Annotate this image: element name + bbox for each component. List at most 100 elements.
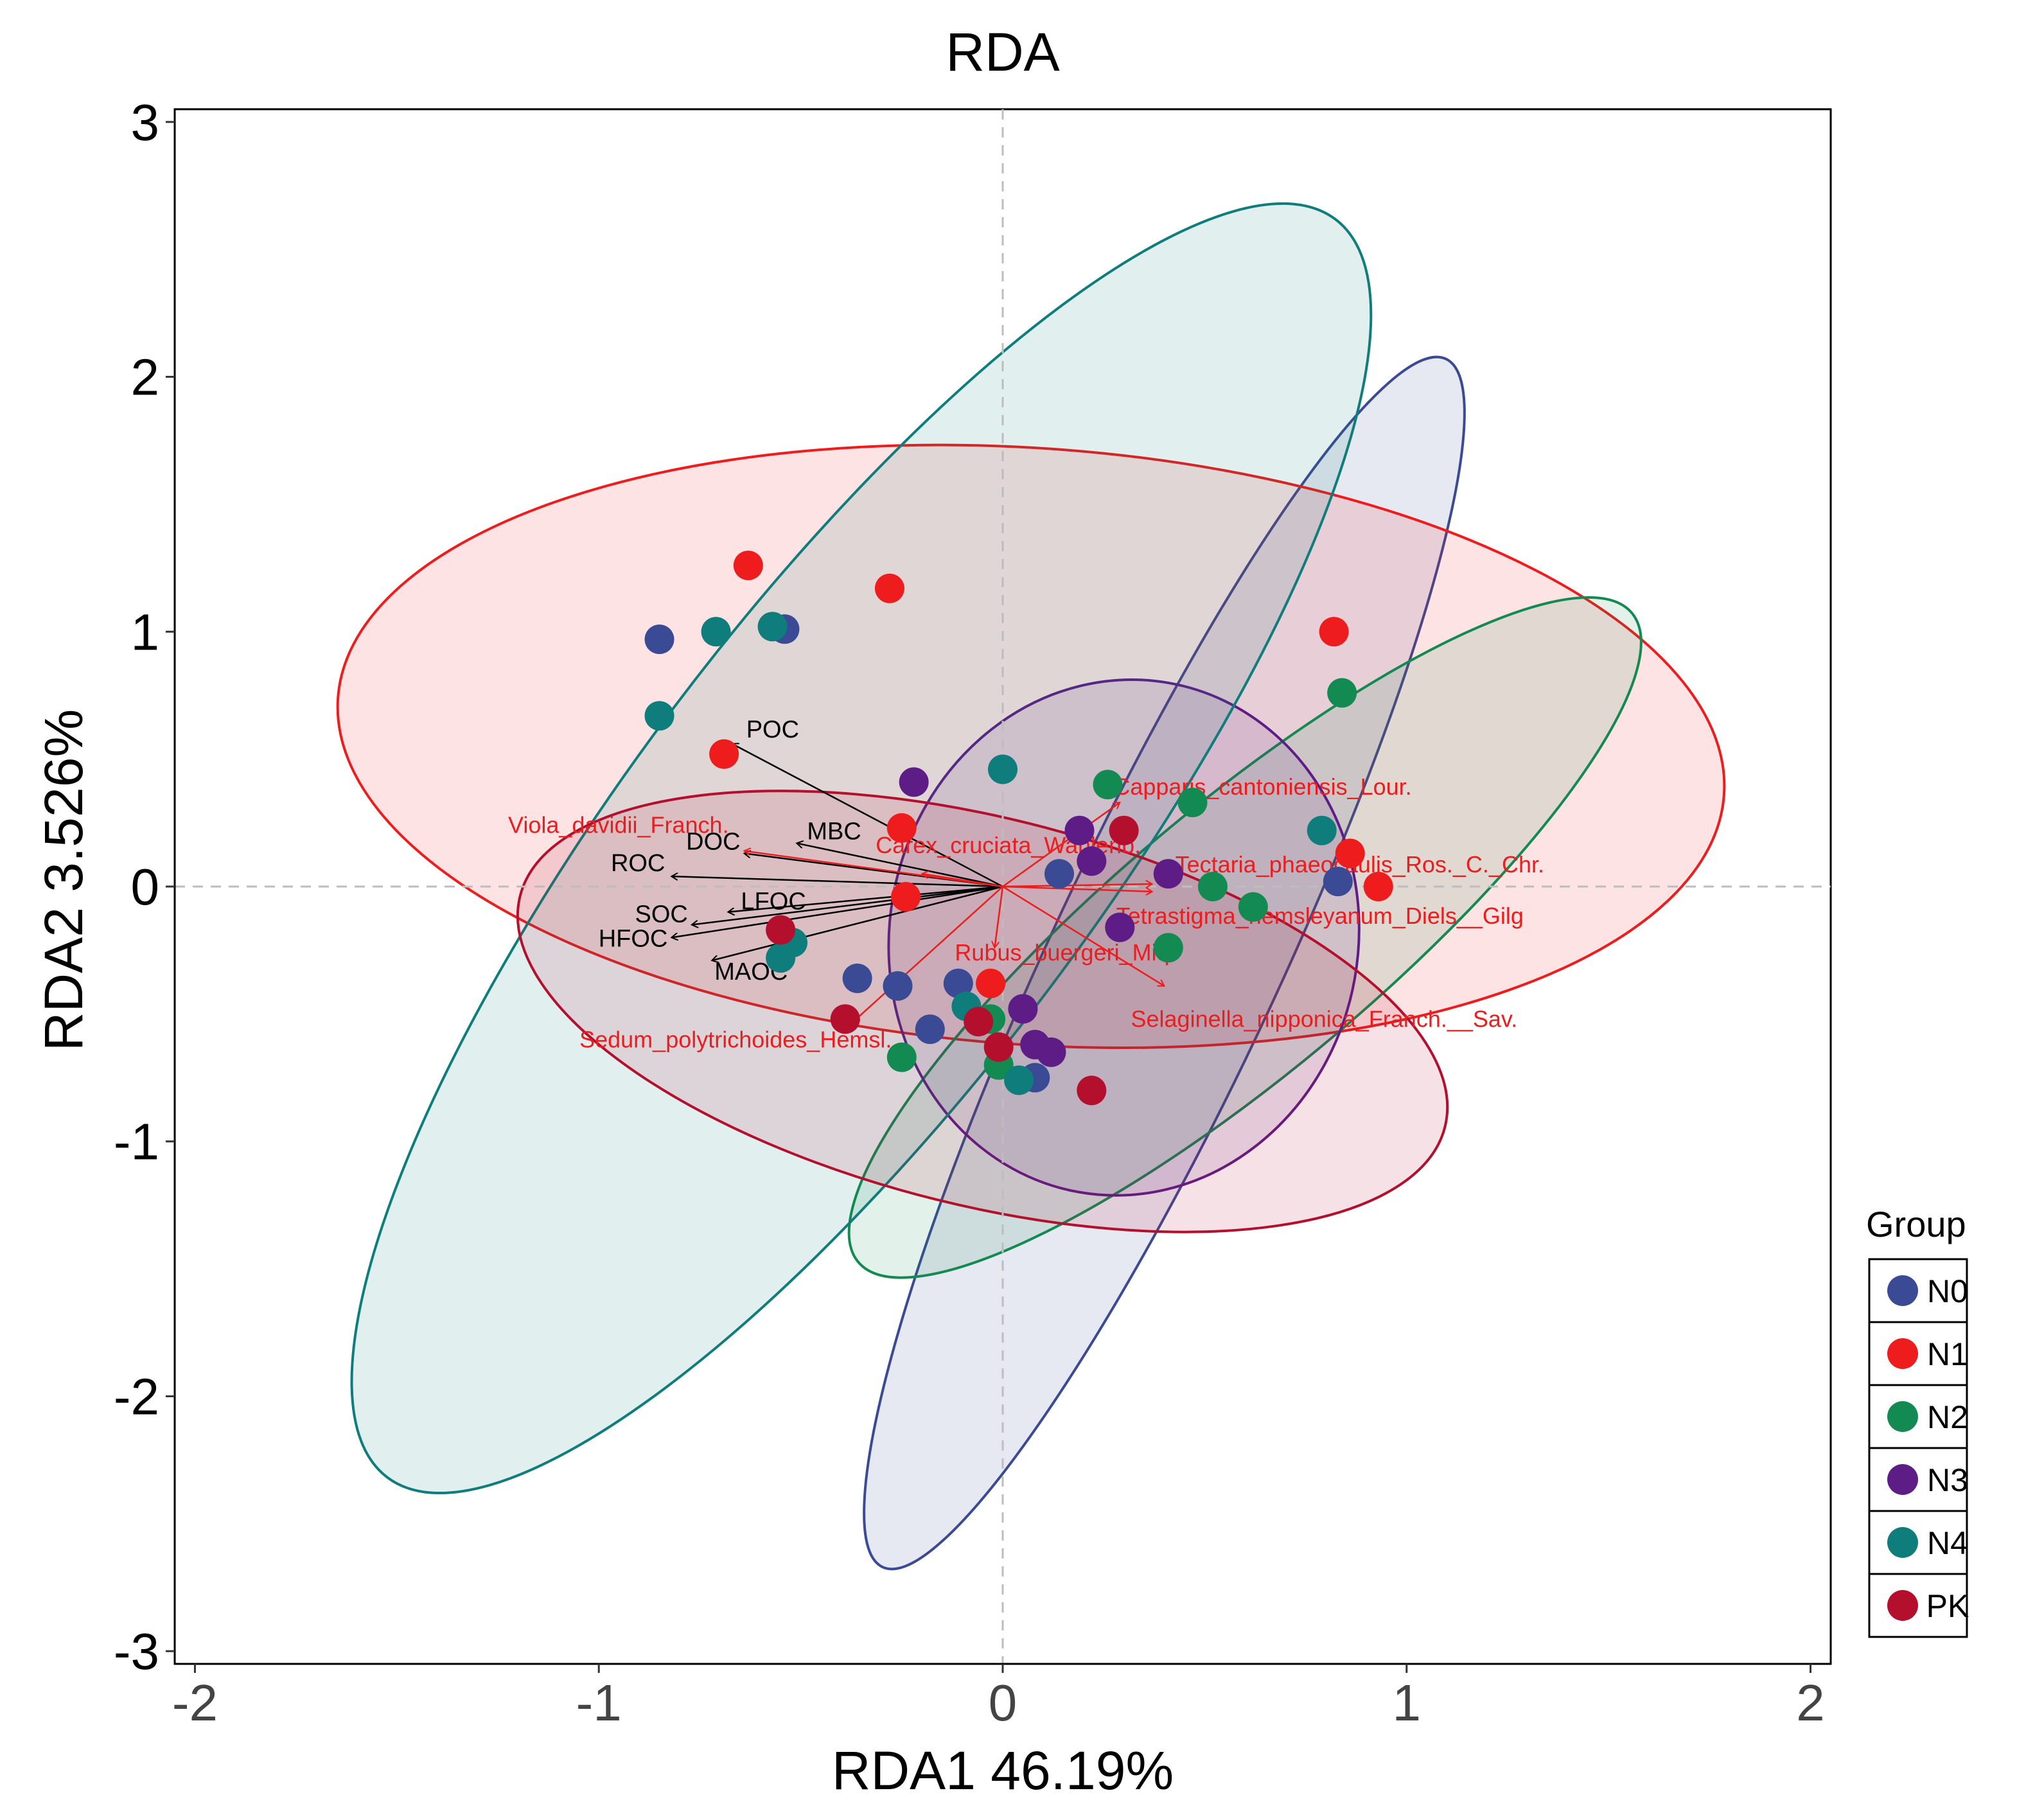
species-arrow-5 [994, 886, 1004, 948]
x-tick-label: -1 [576, 1674, 622, 1731]
env-arrow-mbc [797, 844, 1003, 888]
ellipse-n0 [863, 355, 1466, 1571]
env-label-doc: DOC [686, 828, 740, 855]
y-tick-label: -3 [114, 1623, 159, 1680]
species-arrow-6 [1002, 885, 1165, 987]
point-n2 [886, 1042, 917, 1072]
species-arrow-4 [1002, 885, 1152, 892]
point-n2 [1153, 933, 1183, 963]
y-axis-label: RDA2 3.526% [33, 709, 94, 1051]
legend-label-pk: PK [1926, 1588, 1969, 1624]
point-n1 [1319, 617, 1349, 647]
species-label-0: Capparis_cantoniensis_Lour. [1113, 773, 1411, 800]
legend: Group N0 N1 N2 N3 N4 PK [1866, 1204, 1969, 1638]
point-n4 [766, 943, 796, 973]
chart-title: RDA [946, 22, 1059, 82]
point-n4 [988, 754, 1017, 784]
point-n0 [915, 1014, 945, 1045]
point-pk [1077, 1075, 1107, 1106]
point-n4 [644, 701, 674, 731]
legend-label-n3: N3 [1927, 1462, 1968, 1498]
y-tick-label: -1 [114, 1113, 159, 1171]
point-n4 [1004, 1065, 1034, 1095]
species-arrow-7 [853, 886, 1003, 1021]
x-axis: -2 -1 0 1 2 [172, 1663, 1831, 1731]
y-tick-label: 2 [131, 349, 160, 406]
y-tick-label: -2 [114, 1368, 159, 1425]
point-n1 [891, 881, 921, 912]
point-n1 [1335, 838, 1365, 869]
point-n1 [733, 551, 763, 581]
env-arrow-roc [671, 876, 1003, 888]
legend-swatch-n4 [1887, 1527, 1918, 1558]
legend-label-n4: N4 [1927, 1525, 1968, 1561]
point-n3 [1008, 994, 1038, 1024]
point-n1 [709, 739, 739, 769]
point-n0 [1044, 859, 1075, 889]
point-n0 [943, 968, 973, 998]
species-arrow-1 [744, 851, 1003, 888]
point-n4 [701, 617, 731, 647]
legend-swatch-n3 [1887, 1464, 1918, 1495]
y-tick-label: 0 [131, 858, 160, 915]
point-n2 [1197, 872, 1228, 901]
point-n0 [842, 963, 872, 993]
env-label-hfoc: HFOC [599, 925, 668, 952]
point-n4 [757, 612, 788, 642]
point-n2 [1327, 678, 1357, 708]
env-arrow-lfoc [728, 885, 1003, 912]
legend-swatch-n1 [1887, 1338, 1918, 1369]
x-tick-label: -2 [172, 1674, 218, 1731]
point-n3 [1036, 1037, 1066, 1067]
legend-label-n0: N0 [1927, 1273, 1968, 1309]
point-n1 [886, 813, 917, 843]
point-n3 [1105, 912, 1135, 942]
point-n0 [644, 624, 674, 655]
legend-key-n3 [1868, 1447, 1968, 1512]
legend-swatch-pk [1887, 1590, 1918, 1621]
point-n3 [1153, 859, 1183, 889]
species-label-4: Tetrastigma_hemsleyanum_Diels__Gilg [1116, 903, 1524, 929]
point-n3 [1077, 846, 1107, 876]
env-arrow-maoc [712, 885, 1003, 960]
env-arrow-poc [732, 744, 1003, 888]
x-tick-label: 0 [989, 1674, 1017, 1731]
point-pk [1109, 815, 1139, 845]
x-tick-label: 2 [1796, 1674, 1825, 1731]
point-n4 [1307, 815, 1337, 845]
ellipse-n2 [847, 596, 1643, 1279]
point-n3 [1064, 815, 1095, 845]
point-n2 [1238, 892, 1268, 922]
env-label-lfoc: LFOC [741, 888, 806, 915]
species-label-6: Selaginella_nipponica_Franch.__Sav. [1131, 1006, 1518, 1032]
legend-label-n2: N2 [1927, 1399, 1968, 1435]
ellipse-n4 [350, 202, 1373, 1495]
x-tick-label: 1 [1393, 1674, 1422, 1731]
env-label-mbc: MBC [807, 818, 861, 845]
env-label-roc: ROC [611, 850, 665, 877]
x-axis-label: RDA1 46.19% [832, 1740, 1174, 1801]
legend-label-n1: N1 [1927, 1336, 1968, 1372]
env-label-poc: POC [746, 716, 799, 743]
legend-swatch-n0 [1887, 1275, 1918, 1306]
legend-title: Group [1866, 1204, 1966, 1244]
point-pk [964, 1007, 994, 1037]
species-label-5: Rubus_buergeri_Miq. [955, 939, 1176, 966]
point-n1 [976, 968, 1006, 998]
point-n2 [1177, 788, 1208, 818]
legend-items: N0 N1 N2 N3 N4 PK [1868, 1258, 1969, 1638]
y-axis: -3 -2 -1 0 1 2 3 [114, 94, 176, 1680]
point-n1 [1363, 872, 1393, 901]
point-n3 [899, 767, 929, 797]
env-arrow-hfoc [671, 885, 1003, 937]
point-pk [830, 1004, 860, 1034]
point-n2 [1093, 770, 1123, 800]
legend-swatch-n2 [1887, 1401, 1918, 1432]
env-arrow-soc [692, 885, 1003, 925]
species-arrow-0 [1002, 802, 1120, 888]
species-arrow-3 [1002, 884, 1152, 887]
point-pk [766, 915, 796, 945]
